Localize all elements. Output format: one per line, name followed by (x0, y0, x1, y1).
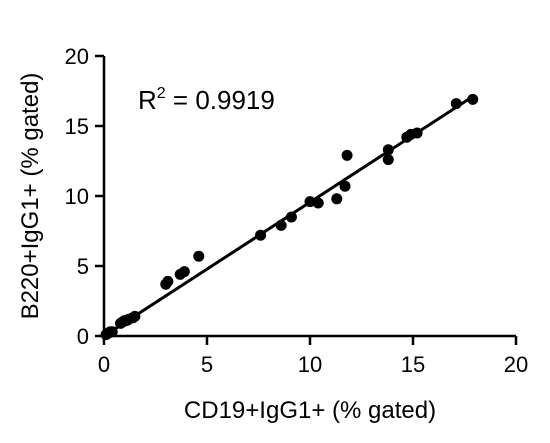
x-tick-label: 15 (401, 352, 425, 377)
y-tick-label: 0 (77, 324, 89, 349)
data-point (382, 154, 394, 166)
plot-area: 0 5 10 15 20 0 5 10 15 20 (65, 44, 529, 377)
x-tick-label: 10 (298, 352, 322, 377)
annotation-prefix: R (138, 85, 157, 115)
data-point (178, 266, 190, 278)
data-point (382, 144, 394, 156)
data-point (341, 149, 353, 161)
x-tick-label: 5 (201, 352, 213, 377)
data-point (339, 180, 351, 192)
y-tick-label: 15 (65, 114, 89, 139)
annotation-r-squared: R2 = 0.9919 (138, 85, 275, 115)
x-axis-ticks: 0 5 10 15 20 (98, 336, 528, 377)
y-axis-ticks: 0 5 10 15 20 (65, 44, 104, 349)
y-tick-label: 20 (65, 44, 89, 69)
data-points (100, 93, 479, 341)
data-point (275, 219, 287, 231)
y-tick-label: 10 (65, 184, 89, 209)
data-point (411, 127, 423, 139)
data-point (450, 98, 462, 110)
y-axis-title: B220+IgG1+ (% gated) (17, 73, 44, 320)
data-point (162, 275, 174, 287)
data-point (331, 193, 343, 205)
data-point (106, 326, 118, 338)
data-point (285, 211, 297, 223)
data-point (304, 196, 316, 208)
x-axis-title: CD19+IgG1+ (% gated) (184, 397, 436, 424)
data-point (312, 197, 324, 209)
data-point (255, 229, 267, 241)
x-tick-label: 0 (98, 352, 110, 377)
x-tick-label: 20 (504, 352, 528, 377)
y-tick-label: 5 (77, 254, 89, 279)
data-point (193, 250, 205, 262)
data-point (129, 310, 141, 322)
annotation-superscript: 2 (157, 85, 166, 102)
data-point (467, 93, 479, 105)
annotation-suffix: = 0.9919 (166, 85, 275, 115)
